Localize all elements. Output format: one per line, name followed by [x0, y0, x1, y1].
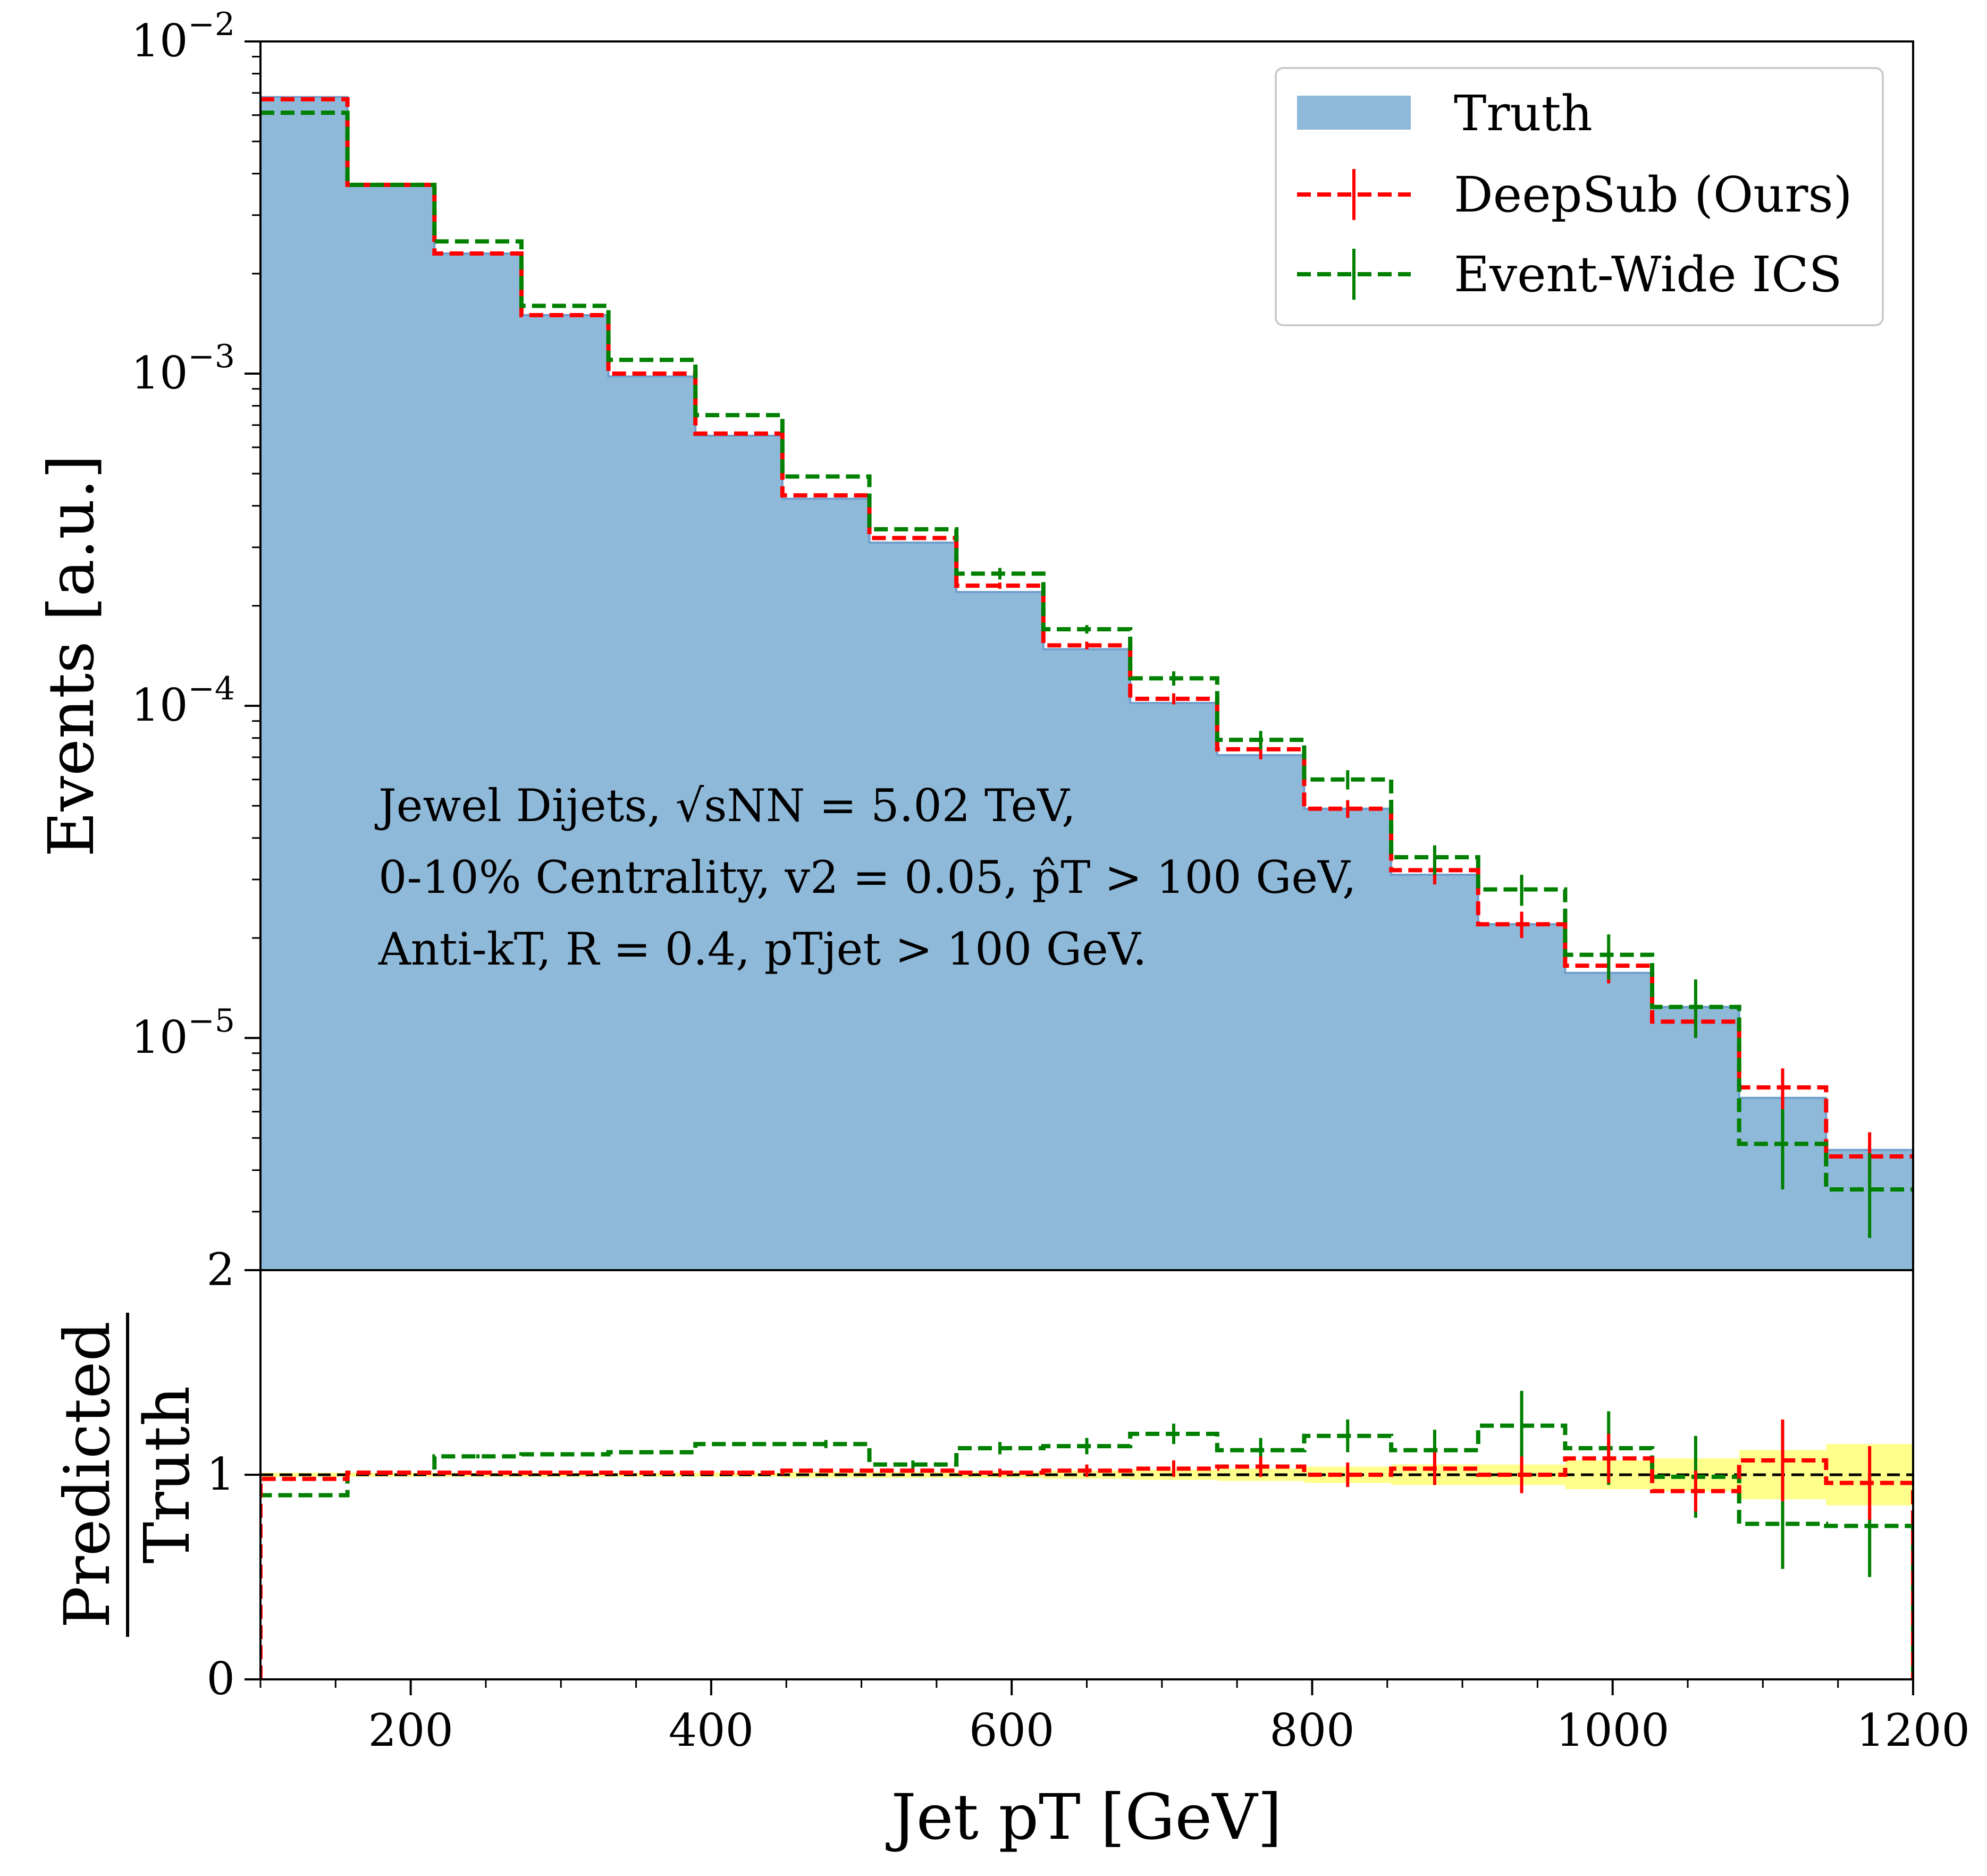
ratio-y-tick-label: 2: [207, 1244, 235, 1296]
x-tick-label: 600: [969, 1704, 1054, 1756]
ratio-panel: 0 1 2 200 400 600 800 1000 1200 Predicted Truth…: [50, 1244, 1970, 1854]
x-tick-label: 400: [669, 1704, 754, 1756]
ratio-y-tick-label: 0: [207, 1653, 235, 1705]
legend-label-truth: Truth: [1454, 85, 1593, 142]
main-y-tick-label: 10−2: [131, 6, 235, 67]
annotation: Jewel Dijets, √sNN = 5.02 TeV, 0-10% Cen…: [374, 780, 1357, 975]
ratio-ics-step-line: [260, 1423, 1913, 1679]
main-panel: 10−2 10−3 10−4 10−5 Events [a.u.] Truth Dee…: [35, 6, 1914, 1271]
main-y-tick-label: 10−5: [131, 1002, 235, 1063]
x-tick-label: 1200: [1856, 1704, 1970, 1756]
main-y-axis-title: Events [a.u.]: [35, 454, 108, 857]
legend: Truth DeepSub (Ours) Event-Wide ICS: [1275, 67, 1884, 326]
annotation-line-3: Anti-kT, R = 0.4, pTjet > 100 GeV.: [378, 923, 1147, 975]
x-tick-label: 1000: [1556, 1704, 1670, 1756]
x-axis: 200 400 600 800 1000 1200: [259, 1679, 1970, 1756]
main-y-tick-label: 10−3: [131, 338, 235, 399]
annotation-line-1: Jewel Dijets, √sNN = 5.02 TeV,: [374, 780, 1076, 832]
legend-swatch-truth: [1297, 96, 1411, 130]
legend-label-deepsub: DeepSub (Ours): [1454, 166, 1853, 223]
ratio-deepsub-step-line: [260, 1456, 1913, 1679]
main-y-axis: 10−2 10−3 10−4 10−5: [131, 6, 260, 1271]
legend-label-ics: Event-Wide ICS: [1454, 246, 1842, 303]
x-tick-label: 200: [368, 1704, 453, 1756]
ratio-y-axis-title-denominator: Truth: [130, 1386, 204, 1564]
main-y-tick-label: 10−4: [131, 670, 235, 731]
x-axis-title: Jet pT [GeV]: [886, 1780, 1282, 1854]
legend-frame: [1275, 67, 1884, 326]
main-plot-area: [260, 96, 1913, 1270]
annotation-line-2: 0-10% Centrality, v2 = 0.05, p̂T > 100 G…: [378, 851, 1357, 903]
x-tick-label: 800: [1269, 1704, 1354, 1756]
ratio-y-axis-title-numerator: Predicted: [50, 1321, 124, 1628]
ratio-y-tick-label: 1: [207, 1448, 235, 1500]
deepsub-step-line: [260, 97, 1913, 1159]
ratio-y-axis: 0 1 2: [207, 1244, 260, 1705]
ratio-plot-area: [260, 1391, 1913, 1679]
